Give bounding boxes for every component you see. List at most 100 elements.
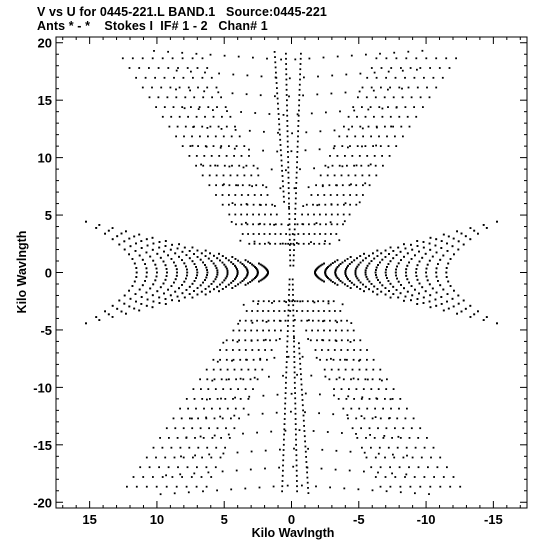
uv-point — [384, 398, 386, 400]
uv-point — [340, 174, 343, 177]
uv-point — [256, 167, 259, 170]
uv-point — [419, 427, 422, 430]
uv-point — [304, 411, 306, 414]
uv-point — [293, 233, 296, 236]
uv-point — [278, 466, 280, 469]
uv-point — [268, 375, 270, 378]
uv-point — [237, 55, 240, 58]
uv-point — [414, 254, 416, 257]
uv-point — [321, 349, 323, 351]
uv-point — [378, 106, 381, 108]
uv-point — [353, 259, 356, 262]
uv-point — [190, 70, 192, 73]
uv-point — [393, 51, 396, 54]
uv-point — [279, 138, 282, 141]
uv-point — [98, 319, 101, 321]
uv-point — [216, 164, 219, 167]
uv-point — [345, 274, 347, 277]
uv-point — [273, 310, 275, 312]
uv-point — [415, 115, 418, 118]
uv-point — [375, 276, 378, 279]
uv-point — [271, 302, 273, 304]
uv-point — [448, 67, 451, 69]
uv-point — [441, 76, 444, 79]
uv-point — [411, 456, 414, 459]
uv-point — [334, 260, 336, 263]
uv-point — [129, 297, 132, 300]
uv-point — [104, 232, 106, 235]
uv-point — [261, 278, 264, 281]
y-tick-label: -20 — [33, 495, 52, 510]
uv-point — [236, 273, 239, 275]
uv-point — [262, 339, 265, 342]
uv-point — [116, 235, 119, 238]
uv-point — [213, 434, 216, 437]
uv-point — [365, 456, 368, 459]
uv-point — [278, 123, 281, 126]
uv-point — [373, 71, 376, 74]
uv-point — [403, 287, 405, 290]
uv-point — [208, 453, 211, 456]
uv-point — [214, 164, 217, 167]
uv-point — [250, 319, 253, 322]
uv-point — [175, 135, 177, 138]
uv-point — [447, 235, 450, 238]
uv-point — [264, 449, 267, 452]
uv-point — [268, 113, 271, 115]
uv-point — [228, 213, 231, 216]
uv-point — [287, 355, 290, 358]
uv-point — [435, 86, 438, 89]
uv-point — [196, 249, 199, 252]
uv-point — [237, 388, 239, 390]
uv-point — [200, 163, 202, 166]
uv-point — [225, 285, 227, 288]
uv-point — [280, 329, 282, 332]
uv-point — [156, 252, 159, 255]
uv-point — [202, 164, 205, 167]
uv-point — [274, 242, 277, 245]
uv-point — [433, 476, 435, 478]
uv-point — [246, 213, 248, 216]
uv-point — [317, 75, 319, 78]
uv-point — [221, 203, 224, 206]
uv-point — [366, 155, 369, 157]
uv-point — [435, 238, 438, 241]
uv-point — [255, 184, 258, 187]
uv-point — [158, 241, 161, 243]
uv-point — [145, 267, 148, 270]
uv-point — [355, 184, 358, 187]
uv-point — [287, 192, 290, 195]
uv-point — [288, 95, 290, 98]
uv-point — [208, 427, 210, 430]
uv-point — [270, 168, 273, 171]
uv-point — [349, 450, 352, 453]
uv-point — [391, 398, 394, 400]
uv-point — [215, 86, 218, 89]
uv-point — [364, 269, 367, 272]
uv-point — [306, 300, 309, 303]
uv-point — [197, 86, 199, 89]
uv-point — [319, 358, 321, 361]
uv-point — [300, 373, 302, 376]
uv-point — [264, 267, 267, 270]
uv-point — [240, 111, 242, 113]
uv-point — [183, 262, 186, 265]
uv-point — [435, 251, 438, 254]
uv-point — [344, 273, 347, 275]
uv-point — [304, 445, 307, 448]
uv-point — [252, 358, 255, 361]
uv-point — [302, 94, 304, 97]
uv-point — [328, 264, 331, 267]
uv-point — [347, 417, 349, 420]
uv-point — [292, 264, 295, 267]
uv-point — [425, 271, 427, 274]
uv-point — [419, 96, 422, 99]
uv-point — [349, 203, 351, 206]
uv-point — [258, 233, 260, 235]
uv-point — [327, 349, 330, 351]
uv-point — [138, 254, 141, 257]
uv-point — [234, 258, 237, 260]
uv-point — [308, 233, 310, 235]
uv-point — [237, 259, 239, 262]
uv-point — [295, 192, 297, 195]
